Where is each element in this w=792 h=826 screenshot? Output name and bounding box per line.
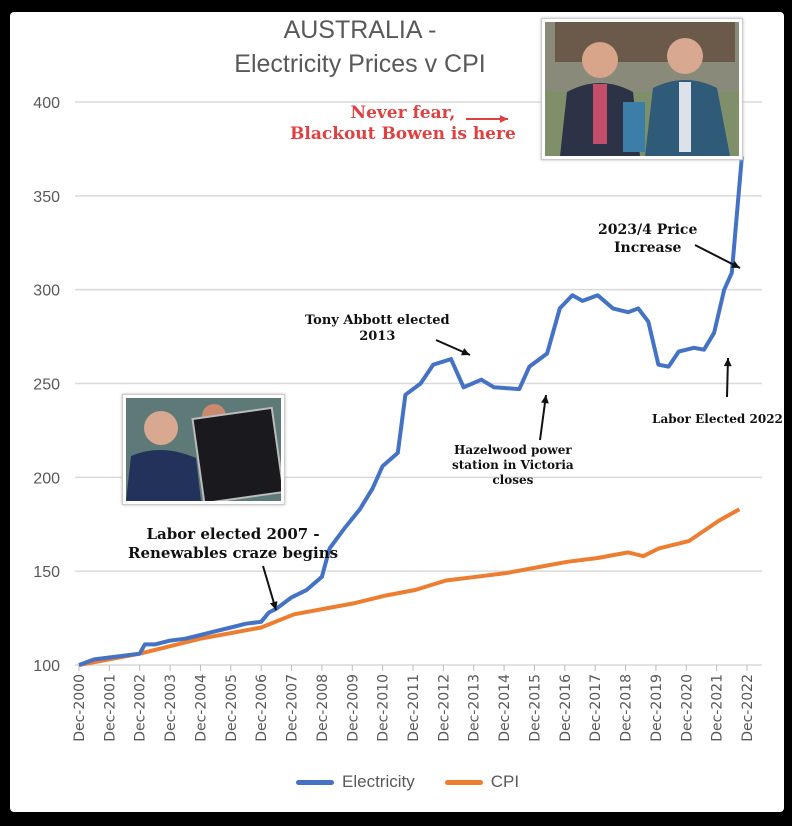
y-tick-label: 350 [33, 189, 60, 206]
x-tick-label: Dec-2019 [649, 674, 665, 742]
legend-label-electricity: Electricity [342, 772, 415, 791]
annotation-bowen: Never fear, Blackout Bowen is here [290, 103, 516, 146]
annotation-bowen-line-1: Never fear, [350, 103, 456, 123]
legend-label-cpi: CPI [490, 772, 520, 791]
annotation-hazelwood-line-3: closes [492, 473, 534, 487]
annotation-labor-2007-line-1: Labor elected 2007 - [146, 525, 320, 543]
x-tick-label: Dec-2009 [345, 674, 361, 742]
arrow-abbott-head [461, 348, 470, 356]
annotation-hazelwood: Hazelwood power station in Victoria clos… [452, 443, 574, 488]
annotation-hazelwood-line-1: Hazelwood power [454, 443, 572, 457]
annotation-bowen-line-2: Blackout Bowen is here [290, 124, 516, 145]
x-tick-label: Dec-2016 [558, 674, 574, 742]
arrow-bowen-head [499, 115, 508, 123]
x-tick-label: Dec-2000 [72, 674, 88, 742]
y-tick-label: 200 [33, 470, 60, 487]
arrow-price-increase-head [731, 260, 740, 268]
x-tick-label: Dec-2002 [133, 674, 149, 742]
x-tick-label: Dec-2006 [254, 674, 270, 742]
annotation-price-increase: 2023/4 Price Increase [598, 222, 697, 257]
x-tick-label: Dec-2011 [406, 674, 422, 742]
arrow-labor-2022-head [723, 358, 732, 367]
x-tick-label: Dec-2013 [467, 674, 483, 742]
x-tick-label: Dec-2021 [710, 674, 726, 742]
annotation-abbott-line-2: 2013 [359, 329, 396, 345]
x-tick-label: Dec-2014 [497, 674, 513, 742]
annotation-price-increase-line-2: Increase [613, 239, 682, 256]
x-tick-label: Dec-2020 [679, 674, 695, 742]
annotation-labor-2022: Labor Elected 2022 [652, 412, 783, 426]
x-tick-label: Dec-2008 [315, 674, 331, 742]
x-tick-label: Dec-2018 [619, 674, 635, 742]
y-tick-label: 300 [33, 283, 60, 300]
annotation-abbott: Tony Abbott elected 2013 [305, 313, 450, 346]
series-line-electricity [78, 156, 744, 667]
photo-two-men-image [545, 22, 739, 156]
annotation-labor-2007-line-2: Renewables craze begins [128, 543, 339, 562]
legend-swatch-cpi [444, 779, 483, 785]
arrow-hazelwood-head [541, 395, 549, 404]
y-tick-label: 400 [33, 95, 60, 112]
x-tick-label: Dec-2005 [224, 674, 240, 742]
annotation-abbott-line-1: Tony Abbott elected [305, 313, 450, 328]
legend-swatch-electricity [296, 779, 334, 785]
annotation-price-increase-line-1: 2023/4 Price [598, 222, 698, 238]
chart-legend: Electricity CPI [296, 772, 519, 792]
x-tick-label: Dec-2022 [740, 674, 756, 742]
arrow-price-increase [694, 244, 741, 269]
x-tick-label: Dec-2017 [588, 674, 604, 742]
y-tick-label: 100 [33, 658, 60, 675]
x-tick-label: Dec-2007 [285, 674, 301, 742]
x-tick-label: Dec-2003 [163, 674, 179, 742]
annotation-hazelwood-line-2: station in Victoria [452, 458, 574, 472]
chart-title-line-2: Electricity Prices v CPI [234, 50, 486, 78]
series-line-cpi [78, 507, 741, 667]
photo-bowen-solar-panel [122, 394, 285, 505]
x-tick-label: Dec-2004 [193, 674, 209, 742]
x-tick-label: Dec-2015 [527, 674, 543, 742]
photo-bowen-albanese [541, 18, 743, 160]
arrow-labor-2007-head [269, 601, 278, 610]
photo-solar-panel-image [126, 398, 285, 505]
x-tick-label: Dec-2010 [376, 674, 392, 742]
x-tick-label: Dec-2012 [436, 674, 452, 742]
chart-title-line-1: AUSTRALIA - [283, 16, 437, 44]
x-tick-label: Dec-2001 [102, 674, 118, 742]
y-tick-label: 250 [33, 377, 60, 394]
y-tick-label: 150 [33, 564, 60, 581]
annotation-labor-2007: Labor elected 2007 - Renewables craze be… [128, 525, 338, 563]
